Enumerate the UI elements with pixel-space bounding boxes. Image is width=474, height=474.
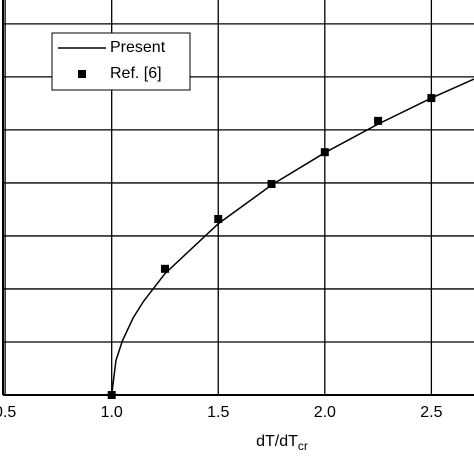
marker [320, 148, 329, 157]
x-tick-label: 1.5 [207, 404, 229, 421]
x-tick-label: 0.5 [0, 404, 16, 421]
marker [107, 391, 116, 399]
legend-box [51, 32, 191, 91]
x-tick-label: 1.0 [101, 404, 123, 421]
x-tick-label: 2.5 [420, 404, 442, 421]
marker [214, 214, 223, 223]
legend: Present Ref. [6] [51, 32, 191, 91]
marker [160, 264, 169, 273]
x-axis-label: dT/dTcr [256, 433, 308, 453]
line [110, 78, 474, 396]
legend-label: Present [110, 39, 166, 56]
legend-label: Ref. [6] [110, 65, 162, 82]
legend-marker [78, 70, 86, 78]
x-tick-label: 2.0 [314, 404, 336, 421]
marker [267, 179, 276, 188]
marker [374, 116, 383, 125]
marker [427, 94, 436, 103]
x-label-main: dT/dT [256, 433, 298, 450]
x-label-subscript: cr [298, 439, 308, 453]
